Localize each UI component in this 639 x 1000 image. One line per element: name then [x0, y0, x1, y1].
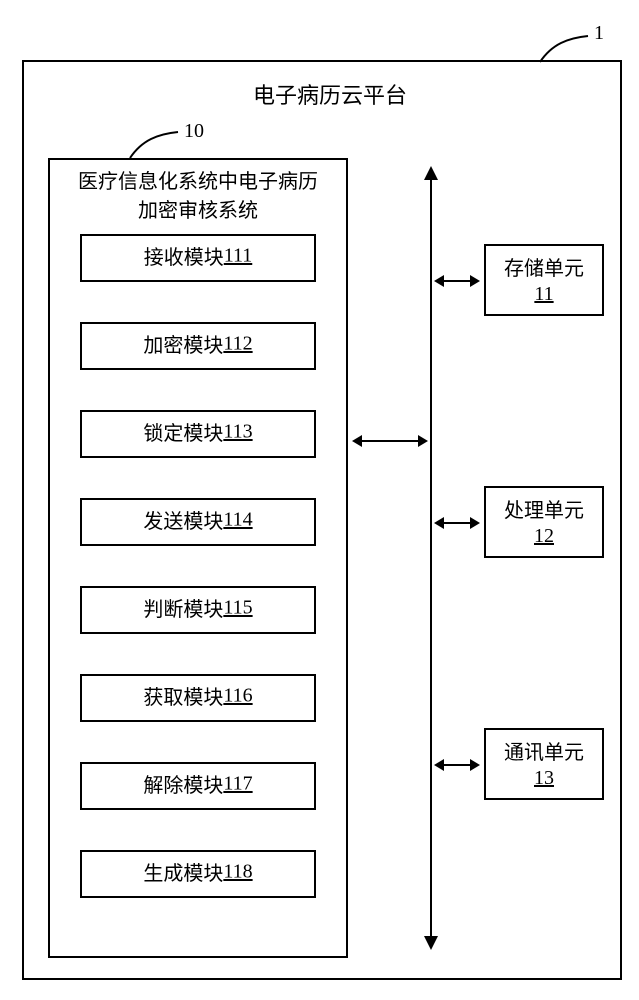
module-num: 114	[223, 509, 252, 531]
left-leader	[128, 130, 188, 160]
module-label: 判断模块	[143, 588, 223, 632]
module-label: 发送模块	[143, 500, 223, 544]
module-label: 生成模块	[143, 852, 223, 896]
module-118: 生成模块118	[80, 850, 316, 898]
bus-arrow-up	[424, 166, 438, 180]
module-111: 接收模块111	[80, 234, 316, 282]
outer-leader	[538, 34, 598, 64]
conn-unit-2	[442, 522, 472, 524]
module-115: 判断模块115	[80, 586, 316, 634]
conn-left-bus	[360, 440, 420, 442]
unit-label: 通讯单元	[486, 736, 602, 765]
left-title-line2: 加密审核系统	[138, 200, 258, 222]
module-num: 117	[223, 773, 252, 795]
module-num: 112	[223, 333, 252, 355]
outer-ref: 1	[594, 22, 604, 45]
module-label: 解除模块	[143, 764, 223, 808]
bus-line	[430, 178, 432, 938]
module-112: 加密模块112	[80, 322, 316, 370]
module-num: 116	[223, 685, 252, 707]
module-label: 锁定模块	[143, 412, 223, 456]
module-114: 发送模块114	[80, 498, 316, 546]
unit-label: 存储单元	[486, 252, 602, 281]
left-title-line1: 医疗信息化系统中电子病历	[78, 171, 318, 193]
module-label: 加密模块	[143, 324, 223, 368]
module-num: 115	[223, 597, 252, 619]
unit-label: 处理单元	[486, 494, 602, 523]
unit-num: 12	[486, 525, 602, 548]
unit-13: 通讯单元13	[484, 728, 604, 800]
bus-arrow-down	[424, 936, 438, 950]
module-num: 111	[224, 245, 253, 267]
outer-title: 电子病历云平台	[220, 78, 440, 110]
unit-12: 处理单元12	[484, 486, 604, 558]
module-117: 解除模块117	[80, 762, 316, 810]
module-num: 113	[223, 421, 252, 443]
left-system-title: 医疗信息化系统中电子病历 加密审核系统	[48, 168, 348, 226]
module-num: 118	[223, 861, 252, 883]
module-label: 接收模块	[144, 236, 224, 280]
unit-num: 13	[486, 767, 602, 790]
conn-unit-1	[442, 280, 472, 282]
module-113: 锁定模块113	[80, 410, 316, 458]
diagram-canvas: 电子病历云平台 1 医疗信息化系统中电子病历 加密审核系统 10 接收模块111…	[0, 0, 639, 1000]
unit-num: 11	[486, 283, 602, 306]
module-label: 获取模块	[143, 676, 223, 720]
unit-11: 存储单元11	[484, 244, 604, 316]
left-ref: 10	[184, 120, 204, 143]
module-116: 获取模块116	[80, 674, 316, 722]
conn-unit-3	[442, 764, 472, 766]
